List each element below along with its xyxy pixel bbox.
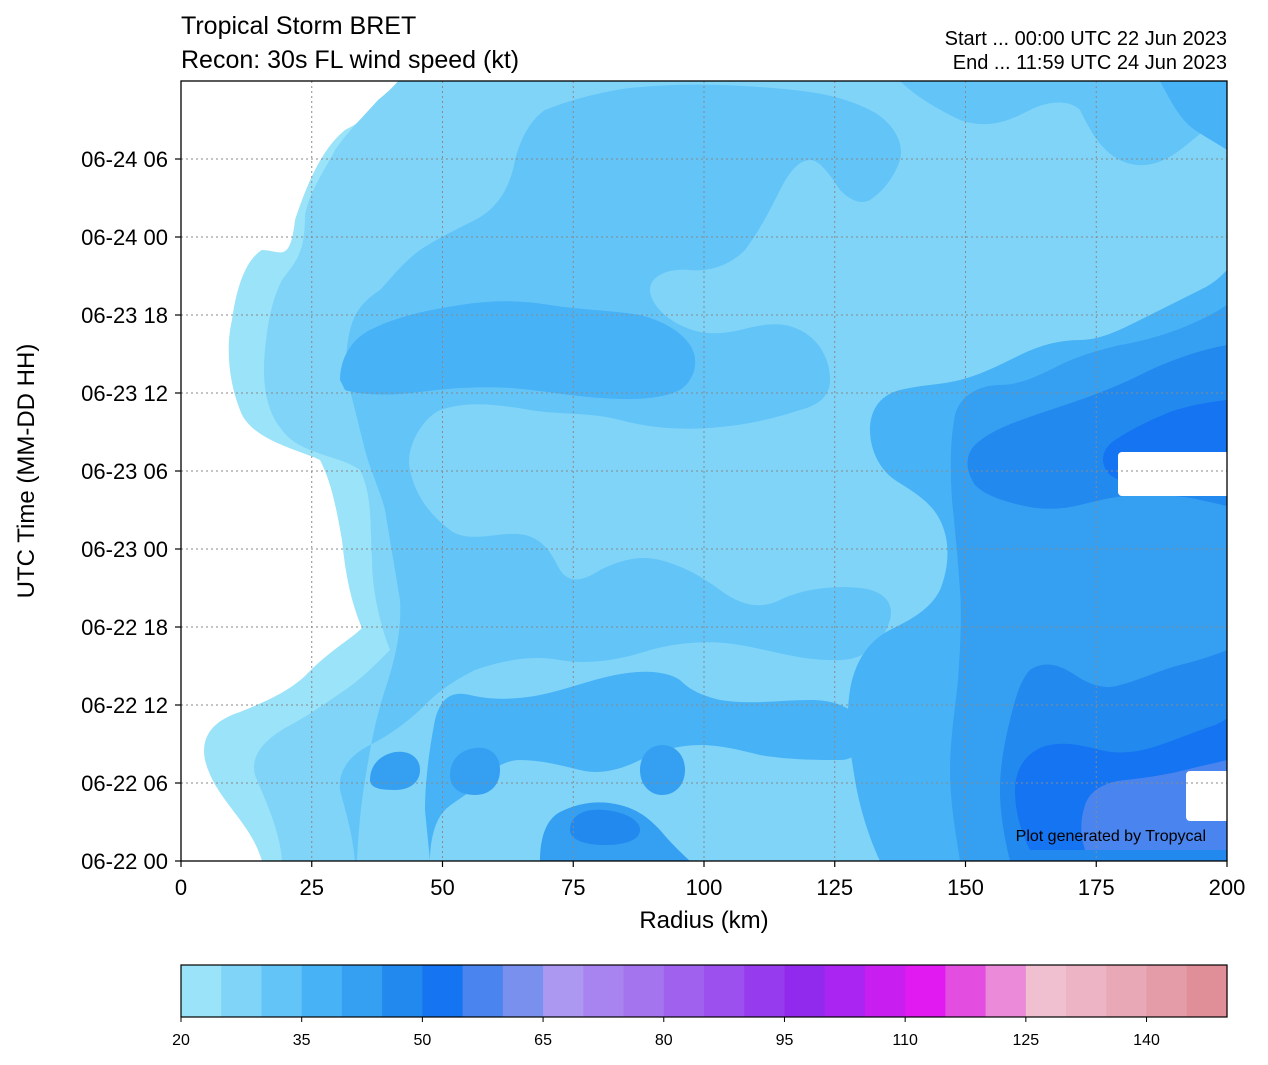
colorbar-segment (623, 965, 665, 1017)
title-variable: Recon: 30s FL wind speed (kt) (181, 46, 519, 74)
wind-band-40e (640, 745, 685, 795)
colorbar-tick-label: 65 (534, 1032, 552, 1049)
credit-text: Plot generated by Tropycal (1016, 828, 1206, 845)
missing-data-patch-lower (1186, 771, 1227, 821)
x-axis-ticks: 0 25 50 75 100 125 150 175 200 (175, 861, 1245, 900)
colorbar-frame (180, 964, 1228, 1018)
colorbar-segment (824, 965, 866, 1017)
colorbar-tick-label: 80 (655, 1032, 673, 1049)
colorbar-segment (1146, 965, 1188, 1017)
wind-band-30 (339, 84, 901, 861)
colorbar-tick-label: 50 (413, 1032, 431, 1049)
y-tick-label: 06-24 00 (81, 225, 168, 250)
colorbar-segment (543, 965, 584, 1017)
x-tick-label: 150 (947, 875, 984, 900)
x-tick-label: 100 (686, 875, 723, 900)
y-tick-label: 06-23 12 (81, 381, 168, 406)
colorbar-segment (985, 965, 1027, 1017)
x-tick-label: 25 (300, 875, 324, 900)
colorbar-tick-label: 110 (892, 1032, 918, 1049)
y-tick-label: 06-22 00 (81, 849, 168, 874)
y-axis-ticks: 06-22 00 06-22 06 06-22 12 06-22 18 06-23 00… (81, 147, 181, 874)
colorbar-segment (221, 965, 263, 1017)
wind-band-45c (570, 809, 640, 845)
x-tick-label: 0 (175, 875, 187, 900)
colorbar-segment (422, 965, 464, 1017)
colorbar-segment (301, 965, 343, 1017)
colorbar-segment (502, 965, 544, 1017)
gridlines (181, 81, 1227, 861)
y-tick-label: 06-24 06 (81, 147, 168, 172)
colorbar-segment (784, 965, 826, 1017)
colorbar-segment (462, 965, 504, 1017)
colorbar-segment (864, 965, 906, 1017)
y-tick-label: 06-23 18 (81, 303, 168, 328)
colorbar-tick-label: 20 (172, 1032, 190, 1049)
missing-data-patch-upper (1118, 452, 1227, 496)
x-tick-label: 175 (1078, 875, 1115, 900)
y-tick-label: 06-23 00 (81, 537, 168, 562)
colorbar-segment (905, 965, 946, 1017)
y-tick-label: 06-22 06 (81, 771, 168, 796)
title-end: End ... 11:59 UTC 24 Jun 2023 (953, 52, 1227, 74)
colorbar-tick-label: 95 (776, 1032, 794, 1049)
colorbar-segment (744, 965, 786, 1017)
wind-band-30b (900, 81, 1227, 166)
colorbar-segment (1106, 965, 1148, 1017)
colorbar-segment (1025, 965, 1067, 1017)
colorbar: 20 35 50 65 80 95 110 125 140 (172, 964, 1228, 1049)
colorbar-segment (181, 965, 222, 1017)
x-axis-label: Radius (km) (639, 907, 768, 934)
colorbar-segment (1186, 965, 1228, 1017)
colorbar-tick-label: 140 (1133, 1032, 1160, 1049)
wind-band-35d (1160, 81, 1227, 150)
colorbar-segment (945, 965, 987, 1017)
x-tick-label: 50 (430, 875, 454, 900)
colorbar-tick-label: 125 (1012, 1032, 1039, 1049)
colorbar-segment (382, 965, 423, 1017)
wind-band-35b (340, 301, 696, 400)
y-tick-label: 06-22 12 (81, 693, 168, 718)
x-tick-label: 75 (561, 875, 585, 900)
plot-area (181, 81, 1227, 861)
colorbar-segment (341, 965, 383, 1017)
title-start: Start ... 00:00 UTC 22 Jun 2023 (945, 28, 1227, 50)
x-tick-label: 200 (1209, 875, 1246, 900)
colorbar-segment (261, 965, 303, 1017)
x-tick-label: 125 (816, 875, 853, 900)
wind-band-35 (425, 671, 864, 861)
y-tick-label: 06-22 18 (81, 615, 168, 640)
colorbar-segment (704, 965, 745, 1017)
y-tick-label: 06-23 06 (81, 459, 168, 484)
y-axis-label: UTC Time (MM-DD HH) (13, 344, 40, 599)
title-storm: Tropical Storm BRET (181, 12, 416, 40)
wind-band-40c (370, 751, 420, 790)
colorbar-segment (1066, 965, 1107, 1017)
colorbar-segment (583, 965, 625, 1017)
colorbar-segment (663, 965, 705, 1017)
colorbar-tick-label: 35 (293, 1032, 311, 1049)
